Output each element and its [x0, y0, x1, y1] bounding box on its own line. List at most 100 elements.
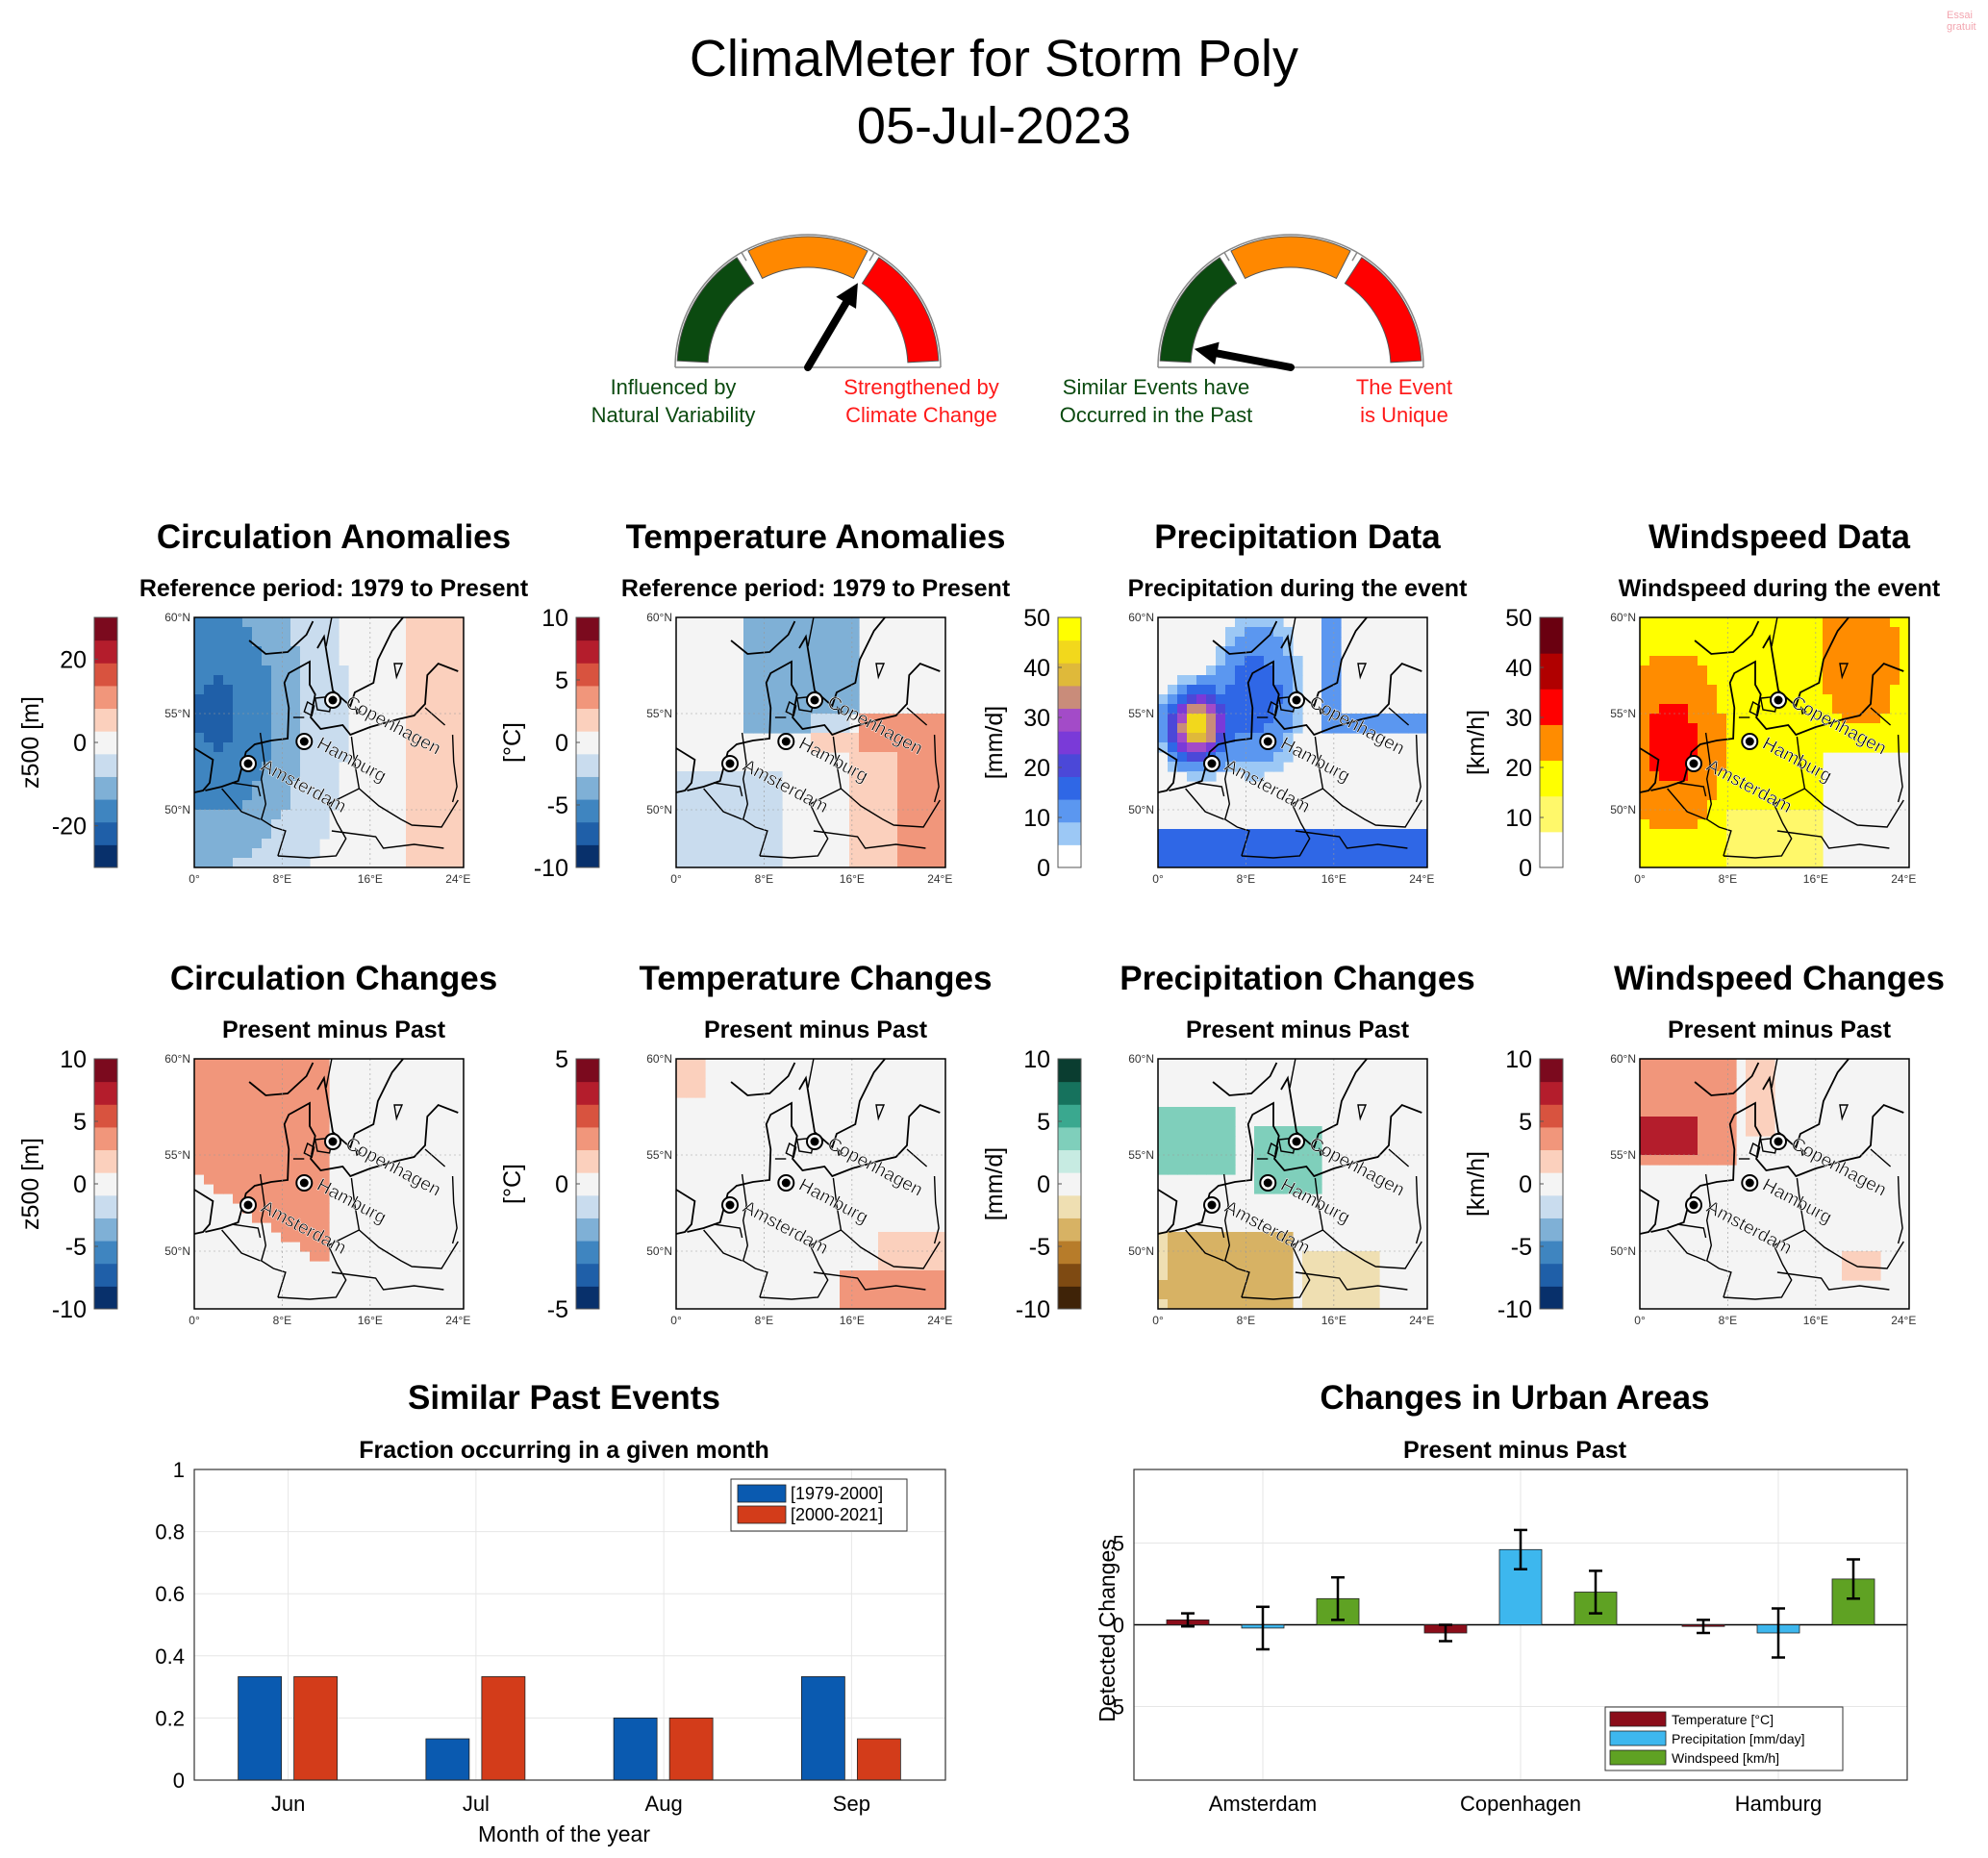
map-cell — [772, 714, 783, 724]
gauge-left-label: Natural Variability — [591, 403, 756, 427]
map-cell — [1861, 685, 1872, 695]
map-cell — [262, 714, 272, 724]
map-cell — [1726, 637, 1737, 647]
map-cell — [676, 829, 687, 840]
map-cell — [840, 617, 850, 628]
map-cell — [1254, 1290, 1265, 1300]
map-cell — [1389, 858, 1399, 867]
map-cell — [1823, 617, 1833, 628]
map-cell — [319, 762, 330, 772]
map-cell — [1736, 829, 1747, 840]
map-cell — [1736, 791, 1747, 801]
map-border — [1704, 732, 1732, 857]
map-cell — [1669, 1117, 1679, 1127]
map-cell — [194, 733, 205, 743]
map-cell — [868, 1270, 879, 1281]
map-cell — [1890, 742, 1900, 753]
map-cell — [1678, 1088, 1689, 1098]
map-cell — [686, 1059, 696, 1069]
map-cell — [1370, 839, 1380, 849]
map-cell — [406, 839, 416, 849]
map-cell — [425, 752, 436, 763]
map-cell — [820, 637, 831, 647]
gauge-tick — [1351, 252, 1358, 262]
map-cell — [1196, 1126, 1207, 1137]
map-frame — [1157, 1058, 1428, 1310]
map-cell — [310, 665, 320, 676]
map-cell — [1640, 1117, 1650, 1127]
map-cell — [1360, 829, 1371, 840]
map-cell — [1851, 685, 1862, 695]
map-cell — [1321, 1299, 1332, 1309]
map-cell — [329, 714, 340, 724]
map-cell — [1900, 637, 1909, 647]
map-cell — [1774, 791, 1785, 801]
map-cell — [1774, 656, 1785, 666]
map-cell — [1669, 752, 1679, 763]
legend-label: [2000-2021] — [791, 1505, 883, 1524]
map-cell — [1784, 665, 1795, 676]
map-cell — [676, 848, 687, 859]
colorbar-segment — [1058, 1126, 1081, 1151]
map-cell — [300, 646, 311, 657]
map-cell — [194, 704, 205, 715]
map-cell — [194, 848, 205, 859]
map-cell — [454, 627, 464, 638]
map-cell — [271, 1222, 282, 1233]
map-cell — [695, 771, 706, 782]
map-cell — [1196, 762, 1207, 772]
map-cell — [262, 810, 272, 820]
map-cell — [435, 810, 445, 820]
map-cell — [1235, 1261, 1246, 1271]
map-cell — [1273, 1165, 1284, 1175]
map-cell — [1187, 1299, 1197, 1309]
map-cell — [1688, 1088, 1699, 1098]
map-cell — [897, 1290, 908, 1300]
city-marker-dot — [1774, 695, 1783, 705]
map-cell — [242, 714, 253, 724]
map-cell — [1746, 714, 1756, 724]
map-cell — [435, 791, 445, 801]
map-coastline — [316, 617, 404, 708]
map-cell — [1784, 781, 1795, 791]
map-cell — [1177, 858, 1188, 867]
map-cell — [1254, 723, 1265, 734]
map-cell — [1640, 1136, 1650, 1146]
map-island — [1318, 706, 1325, 716]
map-cell — [223, 762, 234, 772]
map-cell — [444, 858, 455, 867]
map-cell — [1784, 704, 1795, 715]
map-cell — [300, 1097, 311, 1108]
map-cell — [223, 1184, 234, 1194]
map-cell — [840, 665, 850, 676]
map-cell — [695, 848, 706, 859]
map-cell — [329, 781, 340, 791]
map-cell — [271, 819, 282, 830]
map-cell — [743, 694, 754, 705]
map-cell — [1736, 810, 1747, 820]
map-cell — [444, 791, 455, 801]
map-cell — [1794, 617, 1804, 628]
map-cell — [1688, 742, 1699, 753]
map-cell — [1842, 733, 1852, 743]
map-cell — [859, 714, 869, 724]
map-cell — [281, 1068, 291, 1079]
map-cell — [271, 810, 282, 820]
colorbar-segment — [1058, 1104, 1081, 1128]
map-cell — [415, 848, 426, 859]
map-area: AmsterdamHamburgCopenhagen60°N55°N50°N0°… — [1128, 1052, 1434, 1327]
map-cell — [1688, 1136, 1699, 1146]
map-cell — [1688, 1059, 1699, 1069]
map-cell — [859, 771, 869, 782]
bar — [238, 1676, 283, 1781]
map-cell — [753, 656, 764, 666]
map-cell — [1235, 1270, 1246, 1281]
map-cell — [1206, 1155, 1217, 1166]
map-cell — [1235, 829, 1246, 840]
map-cell — [1273, 646, 1284, 657]
map-cell — [1273, 1184, 1284, 1194]
map-cell — [406, 694, 416, 705]
map-cell — [1861, 694, 1872, 705]
